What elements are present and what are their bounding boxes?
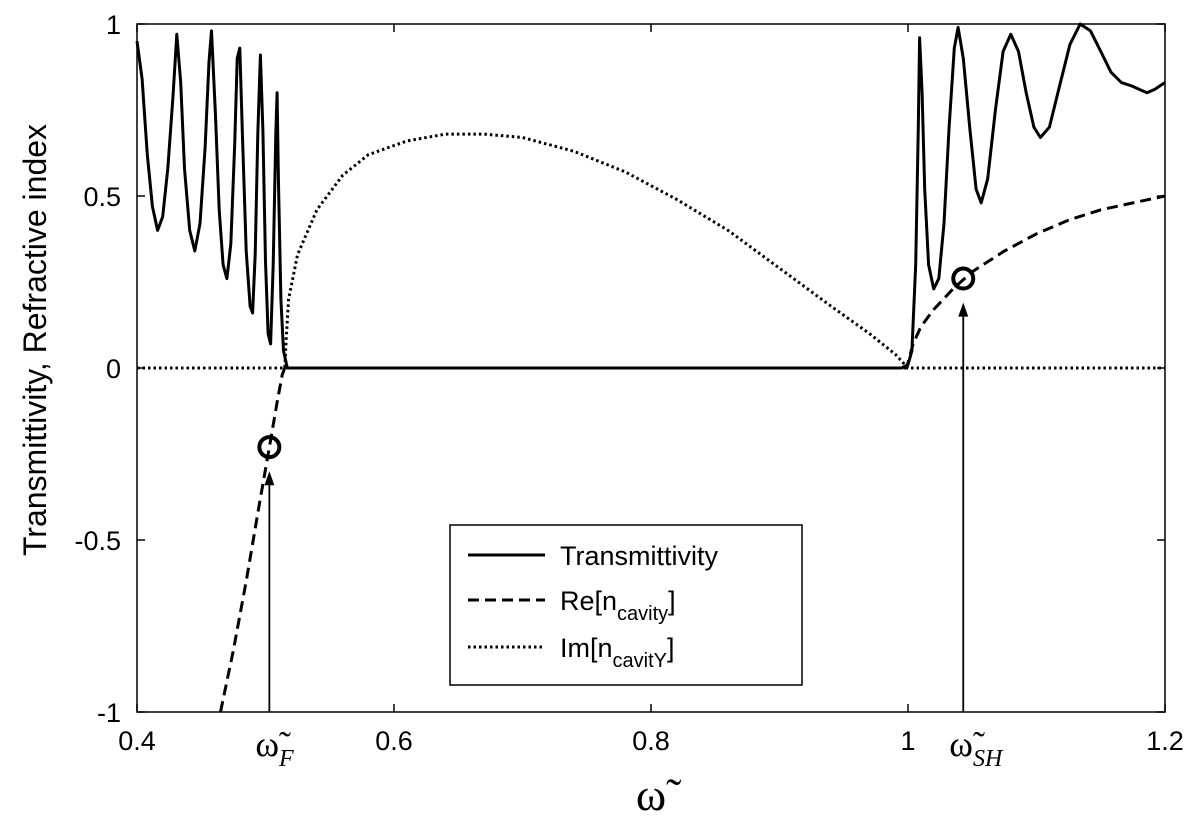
axis-ticks: 0.4 0.6 0.8 1 1.2 -1 -0.5 0 0.5 1 <box>74 10 1183 756</box>
plot-area <box>135 22 1166 713</box>
legend-swatches <box>468 553 545 649</box>
arrow-label-sh: ω̃SH <box>949 724 1004 772</box>
x-tick-label: 0.4 <box>118 726 156 756</box>
y-tick-label: 0.5 <box>83 182 121 212</box>
series-line-1 <box>135 22 1166 370</box>
series-line-3 <box>137 132 1165 370</box>
legend-entry-transmittivity: Transmittivity <box>560 541 719 571</box>
legend-entry-re-ncavity: Re[ncavity] <box>560 586 676 625</box>
arrow-label-f: ω̃F <box>255 724 294 772</box>
annotations: ω̃F ω̃SH <box>255 266 1004 772</box>
y-axis-label: Transmittivity, Refractive index <box>17 124 53 556</box>
highlight-circle-marker <box>951 266 976 291</box>
x-tick-label: 1 <box>900 726 915 756</box>
x-axis-label: ω̃ <box>636 769 681 819</box>
x-tick-label: 0.8 <box>632 726 670 756</box>
legend-box <box>449 524 803 686</box>
y-tick-label: 0 <box>106 354 121 384</box>
legend: Transmittivity Re[ncavity] Im[ncavitY] <box>449 524 803 686</box>
x-tick-label: 0.6 <box>375 726 413 756</box>
series-line-2 <box>219 194 1166 713</box>
y-tick-label: -0.5 <box>74 526 121 556</box>
annotation-arrow-head <box>264 471 275 486</box>
x-tick-label: 1.2 <box>1146 726 1184 756</box>
y-tick-label: 1 <box>106 10 121 40</box>
legend-entry-im-ncavity: Im[ncavitY] <box>560 633 675 672</box>
highlight-circle-marker <box>257 435 282 460</box>
y-tick-label: -1 <box>97 698 121 728</box>
annotation-arrow-head <box>958 302 969 317</box>
